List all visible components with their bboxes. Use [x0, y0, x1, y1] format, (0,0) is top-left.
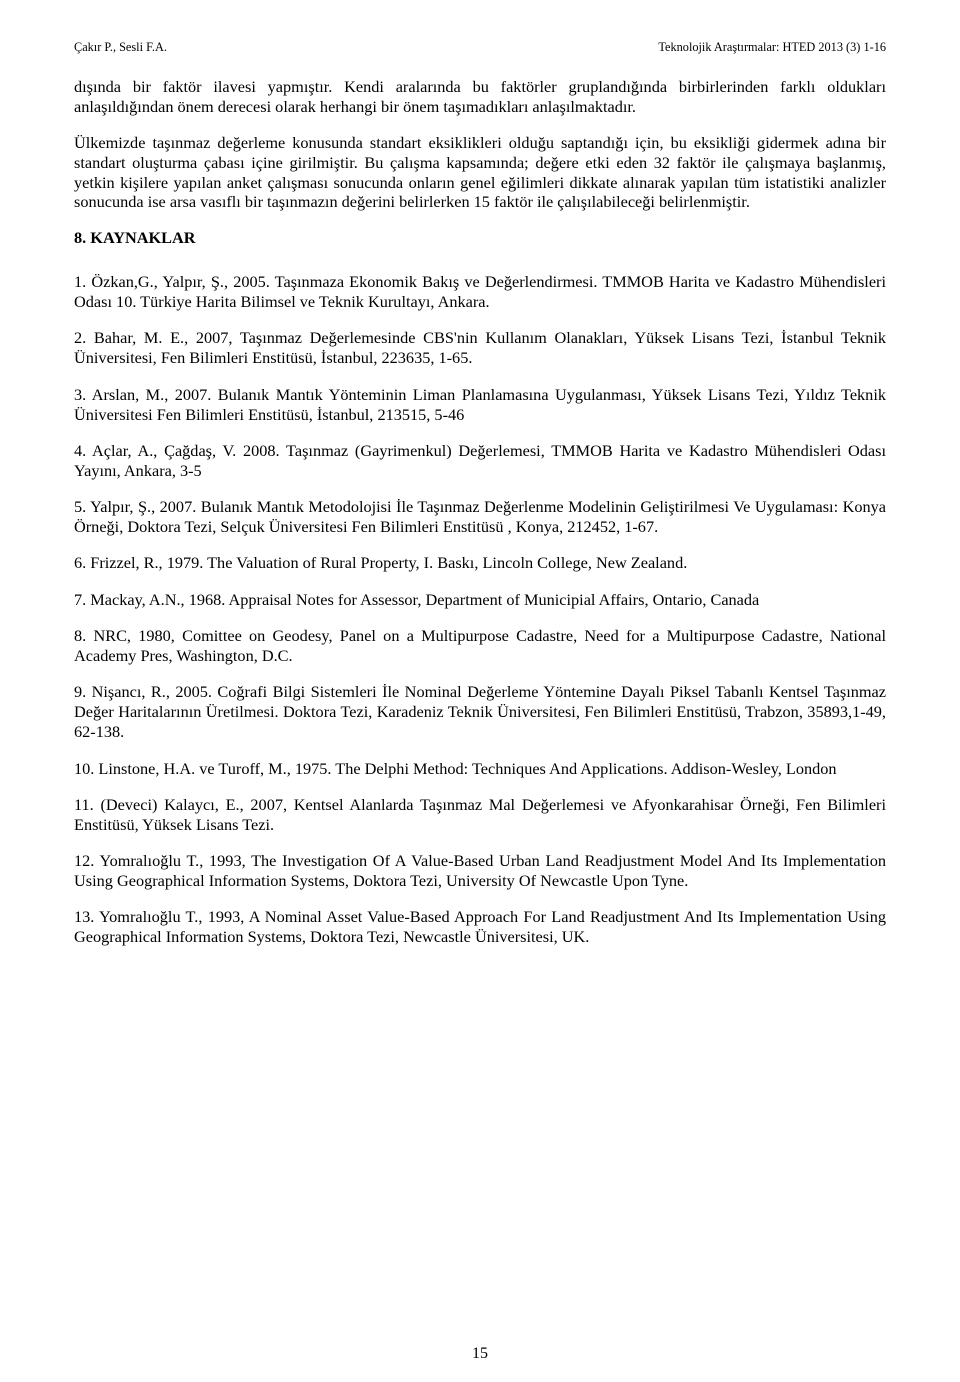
page-number: 15: [0, 1344, 960, 1364]
reference-12: 12. Yomralıoğlu T., 1993, The Investigat…: [74, 851, 886, 891]
reference-3: 3. Arslan, M., 2007. Bulanık Mantık Yönt…: [74, 385, 886, 425]
reference-13: 13. Yomralıoğlu T., 1993, A Nominal Asse…: [74, 907, 886, 947]
reference-11: 11. (Deveci) Kalaycı, E., 2007, Kentsel …: [74, 795, 886, 835]
body-paragraph-2: Ülkemizde taşınmaz değerleme konusunda s…: [74, 133, 886, 213]
reference-6: 6. Frizzel, R., 1979. The Valuation of R…: [74, 553, 886, 573]
reference-9: 9. Nişancı, R., 2005. Coğrafi Bilgi Sist…: [74, 682, 886, 742]
reference-1: 1. Özkan,G., Yalpır, Ş., 2005. Taşınmaza…: [74, 272, 886, 312]
reference-2: 2. Bahar, M. E., 2007, Taşınmaz Değerlem…: [74, 328, 886, 368]
header-left: Çakır P., Sesli F.A.: [74, 40, 167, 55]
reference-5: 5. Yalpır, Ş., 2007. Bulanık Mantık Meto…: [74, 497, 886, 537]
running-header: Çakır P., Sesli F.A. Teknolojik Araştırm…: [74, 40, 886, 55]
reference-7: 7. Mackay, A.N., 1968. Appraisal Notes f…: [74, 590, 886, 610]
reference-10: 10. Linstone, H.A. ve Turoff, M., 1975. …: [74, 759, 886, 779]
reference-8: 8. NRC, 1980, Comittee on Geodesy, Panel…: [74, 626, 886, 666]
section-title-kaynaklar: 8. KAYNAKLAR: [74, 228, 886, 248]
body-paragraph-1: dışında bir faktör ilavesi yapmıştır. Ke…: [74, 77, 886, 117]
header-right: Teknolojik Araştırmalar: HTED 2013 (3) 1…: [658, 40, 886, 55]
reference-4: 4. Açlar, A., Çağdaş, V. 2008. Taşınmaz …: [74, 441, 886, 481]
